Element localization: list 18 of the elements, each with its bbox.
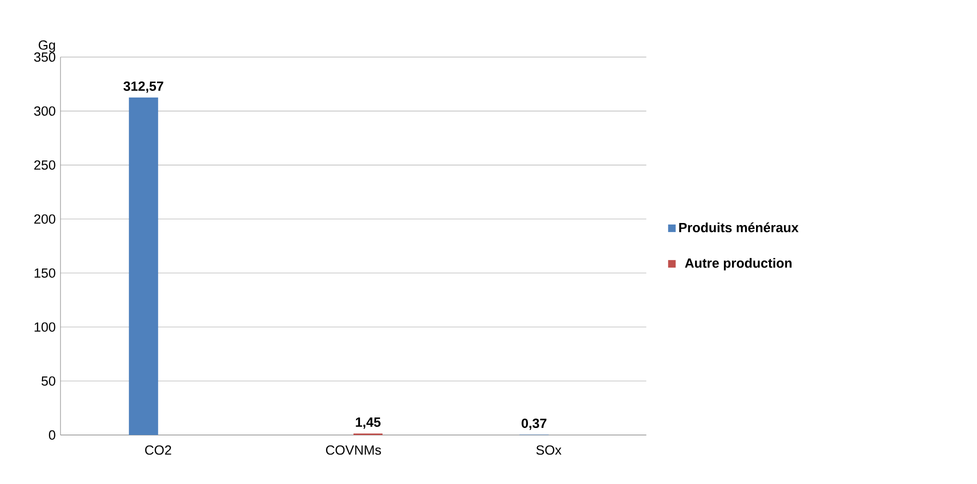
- y-tick-label: 0: [48, 430, 56, 440]
- y-tick-label: 50: [42, 376, 56, 386]
- y-tick-label: 300: [34, 106, 56, 116]
- data-label: 312,57: [124, 81, 164, 93]
- y-tick-label: 250: [34, 160, 56, 170]
- y-axis-title: Gg: [38, 40, 55, 52]
- x-tick-label: CO2: [145, 445, 172, 455]
- y-tick-label: 200: [34, 214, 56, 224]
- y-tick-label: 150: [34, 268, 56, 278]
- data-label: 0,37: [522, 418, 546, 430]
- legend-label: Produits ménéraux: [679, 222, 799, 232]
- bar: [128, 97, 158, 435]
- x-tick-label: SOx: [536, 445, 562, 455]
- y-tick-label: 100: [34, 322, 56, 332]
- y-tick-label: 350: [34, 52, 56, 62]
- x-tick-label: COVNMs: [326, 445, 381, 455]
- legend-label: Autre production: [684, 258, 792, 270]
- data-label: 1,45: [356, 417, 381, 429]
